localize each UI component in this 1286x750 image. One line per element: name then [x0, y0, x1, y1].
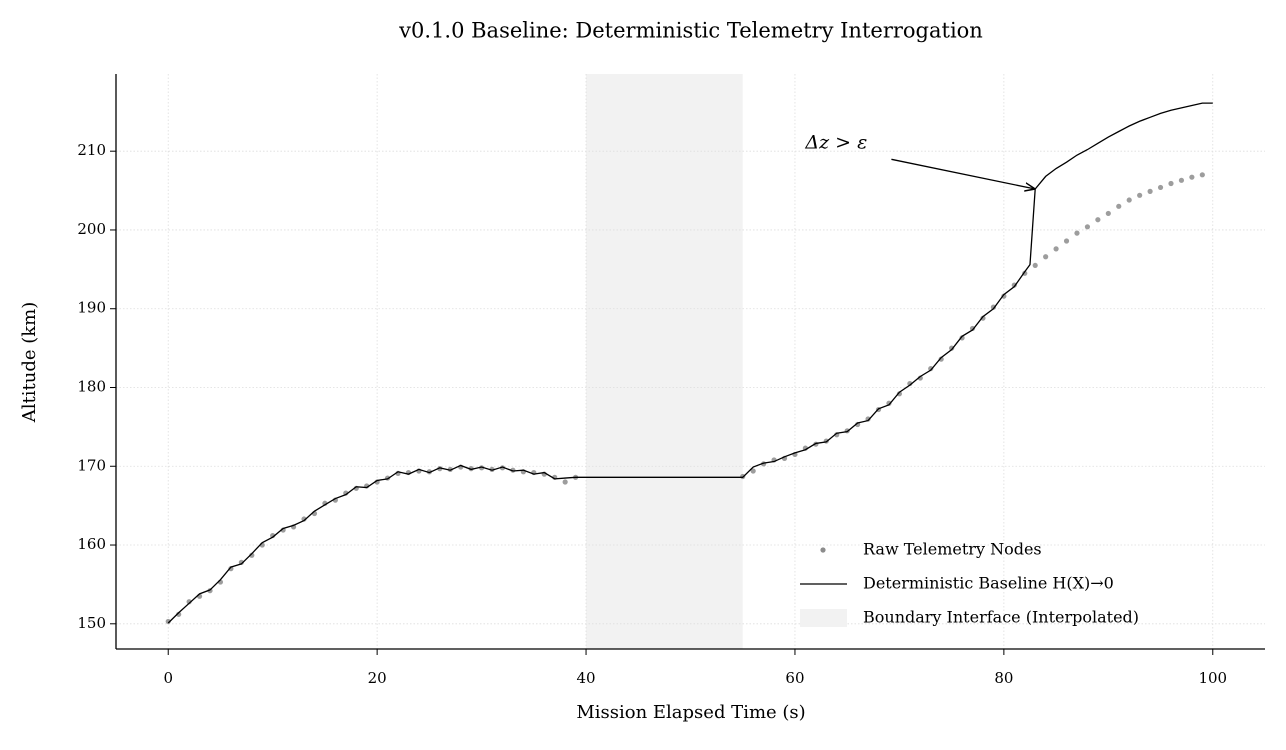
data-point [969, 325, 976, 332]
y-tick-label: 180 [77, 377, 106, 395]
y-tick-label: 160 [77, 535, 106, 553]
data-point [938, 356, 944, 362]
annotation-arrow [891, 158, 1035, 189]
data-point [437, 466, 443, 472]
y-tick-label: 150 [77, 614, 106, 632]
data-point [990, 304, 997, 310]
chart-title: v0.1.0 Baseline: Deterministic Telemetry… [398, 19, 983, 43]
data-point [1063, 238, 1070, 244]
data-point [1137, 192, 1143, 198]
data-point [750, 468, 756, 474]
data-point [562, 479, 568, 485]
x-tick-label: 20 [368, 669, 387, 687]
data-point [249, 552, 255, 558]
data-point [489, 466, 495, 473]
x-tick-label: 100 [1198, 669, 1227, 687]
data-point [1074, 230, 1080, 236]
data-point [447, 466, 453, 473]
data-point [1168, 180, 1174, 187]
data-point [165, 618, 171, 625]
data-point [468, 466, 474, 472]
data-point [1157, 184, 1164, 191]
y-tick-label: 200 [77, 220, 106, 238]
x-tick-label: 40 [576, 669, 595, 687]
data-point [426, 469, 432, 475]
data-point [896, 391, 903, 397]
data-point [886, 400, 892, 406]
data-point [1126, 197, 1132, 203]
x-tick-label: 80 [994, 669, 1013, 687]
data-point [1178, 177, 1185, 183]
data-point [1116, 203, 1122, 209]
data-point [1001, 293, 1007, 299]
data-point [1147, 188, 1153, 194]
data-point [949, 345, 955, 351]
legend-label: Deterministic Baseline H(X)→0 [863, 574, 1114, 593]
data-point [301, 516, 307, 522]
data-point [499, 465, 506, 471]
interpolated-span [586, 74, 743, 649]
data-point [1095, 217, 1101, 223]
data-point [980, 315, 986, 321]
data-point [1053, 246, 1059, 252]
data-point [1189, 174, 1195, 180]
data-point [186, 599, 192, 605]
data-point [1043, 254, 1049, 260]
y-axis-label: Altitude (km) [19, 302, 40, 424]
data-point [176, 611, 182, 617]
annotation-text: Δz > ε [804, 131, 867, 153]
legend-label: Raw Telemetry Nodes [863, 540, 1042, 559]
data-point [1105, 210, 1111, 217]
legend-marker [800, 609, 847, 627]
x-axis-label: Mission Elapsed Time (s) [576, 702, 805, 723]
data-point [928, 365, 934, 372]
legend-marker [820, 547, 826, 553]
data-point [959, 335, 965, 341]
x-tick-label: 60 [785, 669, 804, 687]
data-point [478, 465, 485, 471]
data-point [1032, 262, 1038, 269]
data-point [1199, 172, 1205, 178]
x-tick-label: 0 [163, 669, 173, 687]
data-point [1084, 224, 1091, 230]
y-tick-label: 190 [77, 299, 106, 317]
y-tick-label: 170 [77, 456, 106, 474]
legend-label: Boundary Interface (Interpolated) [863, 608, 1139, 627]
data-line [167, 102, 1213, 624]
y-tick-label: 210 [77, 141, 106, 159]
